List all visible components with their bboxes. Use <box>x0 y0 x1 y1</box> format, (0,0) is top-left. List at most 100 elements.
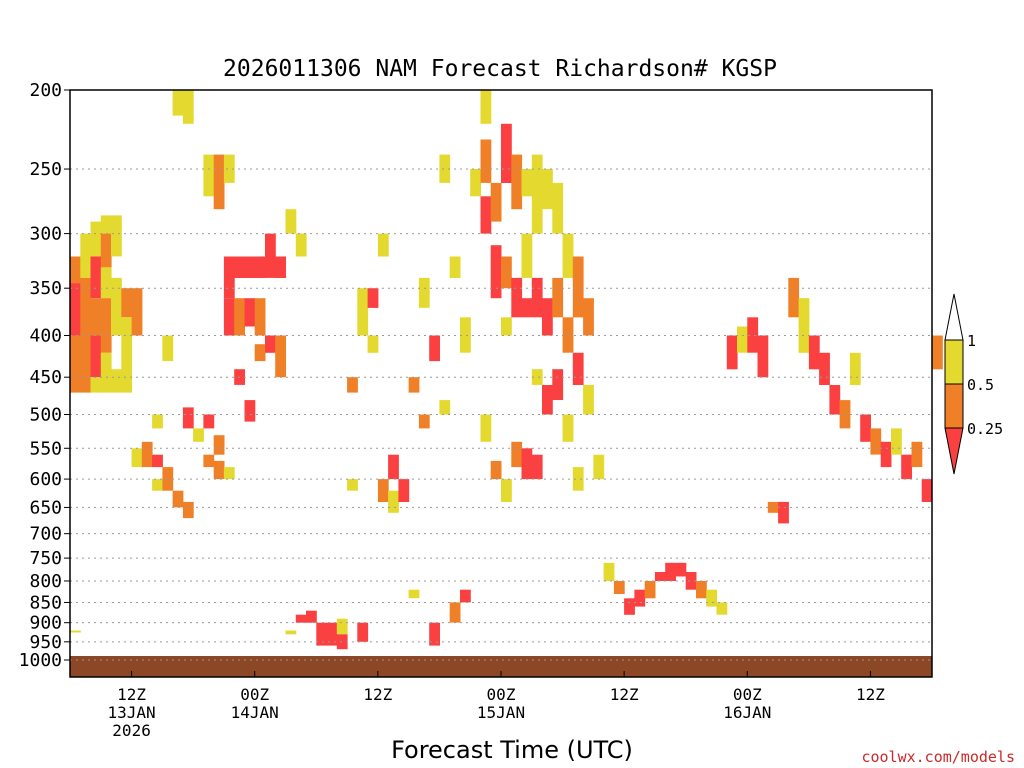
y-tick-label: 700 <box>29 524 62 545</box>
ri-cell <box>439 400 451 415</box>
ground-band <box>70 656 932 677</box>
ri-cell <box>572 467 584 491</box>
ri-cell <box>100 267 112 299</box>
ri-cell <box>511 154 523 210</box>
ri-cell <box>90 298 102 336</box>
x-tick-label: 12Z <box>363 685 392 704</box>
y-tick-label: 600 <box>29 469 62 490</box>
ri-cell <box>572 352 584 385</box>
legend-swatch <box>944 339 964 385</box>
ri-cell <box>223 256 235 299</box>
ri-cell <box>203 414 215 429</box>
ri-cell <box>490 182 502 222</box>
ri-cell <box>583 385 594 415</box>
ri-cell <box>213 435 225 455</box>
cell-layer <box>70 90 943 650</box>
ri-cell <box>90 221 102 257</box>
ri-cell <box>665 562 676 581</box>
ri-cell <box>418 414 430 429</box>
ri-cell <box>121 288 133 318</box>
ri-cell <box>111 215 122 257</box>
credit-text[interactable]: coolwx.com/models <box>861 748 1015 766</box>
ri-cell <box>80 277 92 393</box>
legend-swatch <box>944 383 964 429</box>
ri-cell <box>265 335 276 353</box>
ri-cell <box>347 479 358 491</box>
ri-cell <box>367 335 379 353</box>
ri-cell <box>501 256 512 289</box>
ri-cell <box>80 233 92 278</box>
ri-cell <box>449 256 461 278</box>
ri-cell <box>911 441 923 468</box>
ri-cell <box>213 460 225 480</box>
ri-cell <box>757 335 769 378</box>
ri-cell <box>870 428 882 455</box>
ri-cell <box>511 277 523 318</box>
ri-cell <box>152 479 163 491</box>
ri-cell <box>798 298 810 353</box>
ri-cell <box>223 467 235 480</box>
ri-cell <box>552 369 564 400</box>
ri-cell <box>111 277 122 336</box>
ri-cell <box>603 562 615 581</box>
ri-cell <box>244 298 256 327</box>
ri-cell <box>234 256 245 278</box>
ri-cell <box>131 448 143 468</box>
ri-cell <box>162 335 174 362</box>
ri-cell <box>172 90 184 116</box>
ri-cell <box>460 589 471 603</box>
ri-cell <box>316 622 328 646</box>
ri-cell <box>480 90 492 124</box>
ri-cell <box>223 154 235 183</box>
ri-cell <box>70 630 81 633</box>
ri-cell <box>501 479 512 502</box>
ri-cell <box>429 335 440 362</box>
ri-cell <box>891 428 902 455</box>
ri-cell <box>347 377 358 393</box>
ri-cell <box>182 90 194 124</box>
ri-cell <box>490 460 502 480</box>
grid-layer <box>70 168 932 661</box>
ri-cell <box>203 454 215 468</box>
ri-cell <box>542 169 553 210</box>
surface-layer <box>70 656 932 677</box>
ri-cell <box>449 602 461 623</box>
ri-cell <box>172 490 184 508</box>
ri-cell <box>521 448 533 480</box>
ri-cell <box>398 479 410 502</box>
ri-cell <box>182 407 194 429</box>
x-tick-label: 00Z <box>240 685 269 704</box>
ri-cell <box>223 298 235 336</box>
ri-cell <box>808 335 820 370</box>
ri-cell <box>480 414 492 442</box>
ri-cell <box>439 154 451 183</box>
ri-cell <box>70 283 81 336</box>
ri-cell <box>408 377 420 393</box>
ri-cell <box>531 454 543 480</box>
ri-cell <box>377 479 389 502</box>
chart-title: 2026011306 NAM Forecast Richardson# KGSP <box>223 56 777 82</box>
ri-cell <box>531 154 543 234</box>
ri-cell <box>901 454 912 480</box>
ri-cell <box>357 622 369 642</box>
x-tick-label: 12Z <box>117 685 146 704</box>
ri-cell <box>542 385 553 415</box>
ri-cell <box>654 572 666 581</box>
ri-cell <box>244 400 256 422</box>
ri-cell <box>100 298 112 353</box>
ri-cell <box>357 288 369 336</box>
y-tick-label: 800 <box>29 571 62 592</box>
ri-cell <box>254 344 266 362</box>
ri-cell <box>511 441 523 468</box>
ri-cell <box>829 385 841 415</box>
ri-cell <box>100 215 112 234</box>
ri-cell <box>408 589 420 599</box>
ri-cell <box>429 622 440 646</box>
ri-cell <box>932 335 943 370</box>
y-tick-label: 950 <box>29 632 62 653</box>
ri-cell <box>295 233 307 257</box>
y-tick-label: 500 <box>29 405 62 426</box>
ri-cell <box>501 317 512 336</box>
y-tick-label: 300 <box>29 224 62 245</box>
